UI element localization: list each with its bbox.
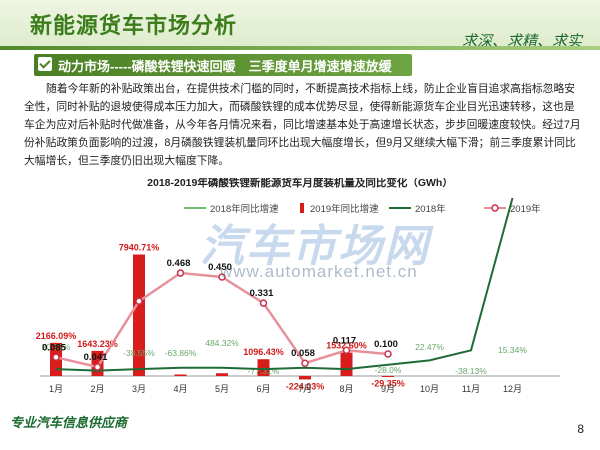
data-label: 0.041 (84, 352, 108, 363)
section-title: 动力市场-----磷酸铁锂快速回暖 三季度单月增速增速放缓 (58, 59, 392, 74)
tick-label: 9月 (381, 384, 395, 394)
chart-title: 2018-2019年磷酸铁锂新能源货车月度装机量及同比变化（GWh） (147, 178, 453, 189)
data-label: 484.32% (205, 338, 239, 348)
data-label: 0.450 (208, 262, 232, 273)
data-label: 15.34% (498, 345, 527, 355)
line-marker (259, 299, 268, 307)
data-label: 22.47% (415, 342, 444, 352)
data-label: 1096.43% (243, 347, 284, 357)
slide-title: 新能源货车市场分析 (30, 13, 238, 38)
line-marker (135, 297, 143, 305)
header-bar (0, 0, 600, 46)
combo-chart: 2018-2019年磷酸铁锂新能源货车月度装机量及同比变化（GWh） 2018年同… (36, 178, 560, 394)
line-marker (52, 353, 60, 362)
footer-tagline: 专业汽车信息供应商 (10, 416, 128, 431)
bar (174, 374, 187, 376)
tick-label: 1月 (49, 384, 63, 394)
data-label: 0.058 (291, 348, 315, 359)
data-label: 0.468 (167, 258, 191, 269)
bar (382, 376, 394, 377)
tick-label: 7月 (298, 384, 312, 394)
line-marker (176, 269, 185, 277)
bar (257, 359, 270, 376)
tick-label: 5月 (215, 384, 229, 394)
page-number: 8 (577, 422, 584, 436)
legend-label: 2019年 (510, 203, 541, 215)
series-line-2018 (55, 197, 514, 372)
tick-label: 11月 (462, 384, 480, 394)
legend-marker (491, 204, 499, 212)
data-label: -38.55% (123, 348, 155, 358)
bar (340, 352, 353, 376)
data-label: -224.03% (286, 381, 325, 391)
data-label: -29.35% (371, 378, 405, 388)
legend-swatch (300, 203, 304, 213)
bar (299, 376, 311, 380)
checkmark-icon (38, 57, 52, 71)
data-label: -38.13% (455, 366, 487, 376)
header-divider (0, 46, 600, 50)
tick-label: 12月 (503, 384, 522, 394)
data-label: 0.331 (250, 288, 274, 299)
line-marker (93, 363, 102, 371)
bar (133, 254, 145, 376)
tick-label: 3月 (132, 384, 146, 394)
data-label: -77.31% (248, 366, 280, 376)
line-marker (218, 273, 226, 281)
body-paragraph: 随着今年新的补贴政策出台，在提供技术门槛的同时，不断提高技术指标上线，防止企业盲… (24, 83, 581, 167)
legend-label: 2018年 (415, 203, 446, 215)
data-label: 0.100 (374, 339, 398, 350)
tick-label: 4月 (173, 384, 187, 394)
data-label: 7940.71% (119, 243, 160, 253)
tick-label: 10月 (420, 384, 439, 394)
data-label: 0.117 (333, 335, 356, 346)
data-label: -28.0% (375, 365, 402, 375)
line-marker (301, 359, 309, 367)
line-marker (342, 346, 351, 355)
bar (216, 373, 228, 376)
data-label: 1532.60% (326, 341, 367, 351)
tick-label: 2月 (90, 384, 104, 394)
line-marker (384, 350, 392, 358)
data-label: 20.99% (42, 342, 71, 352)
legend-label: 2018年同比增速 (210, 203, 279, 215)
data-label: -63.86% (165, 348, 197, 358)
motto-text: 求深、求精、求实 (461, 32, 582, 50)
tick-label: 6月 (256, 384, 270, 394)
data-label: 2166.09% (36, 331, 77, 341)
section-banner: 动力市场-----磷酸铁锂快速回暖 三季度单月增速增速放缓 (34, 54, 412, 76)
data-label: 0.085 (42, 342, 66, 353)
tick-label: 8月 (339, 384, 353, 394)
data-label: 1643.23% (77, 339, 118, 349)
legend-label: 2019年同比增速 (310, 203, 379, 215)
